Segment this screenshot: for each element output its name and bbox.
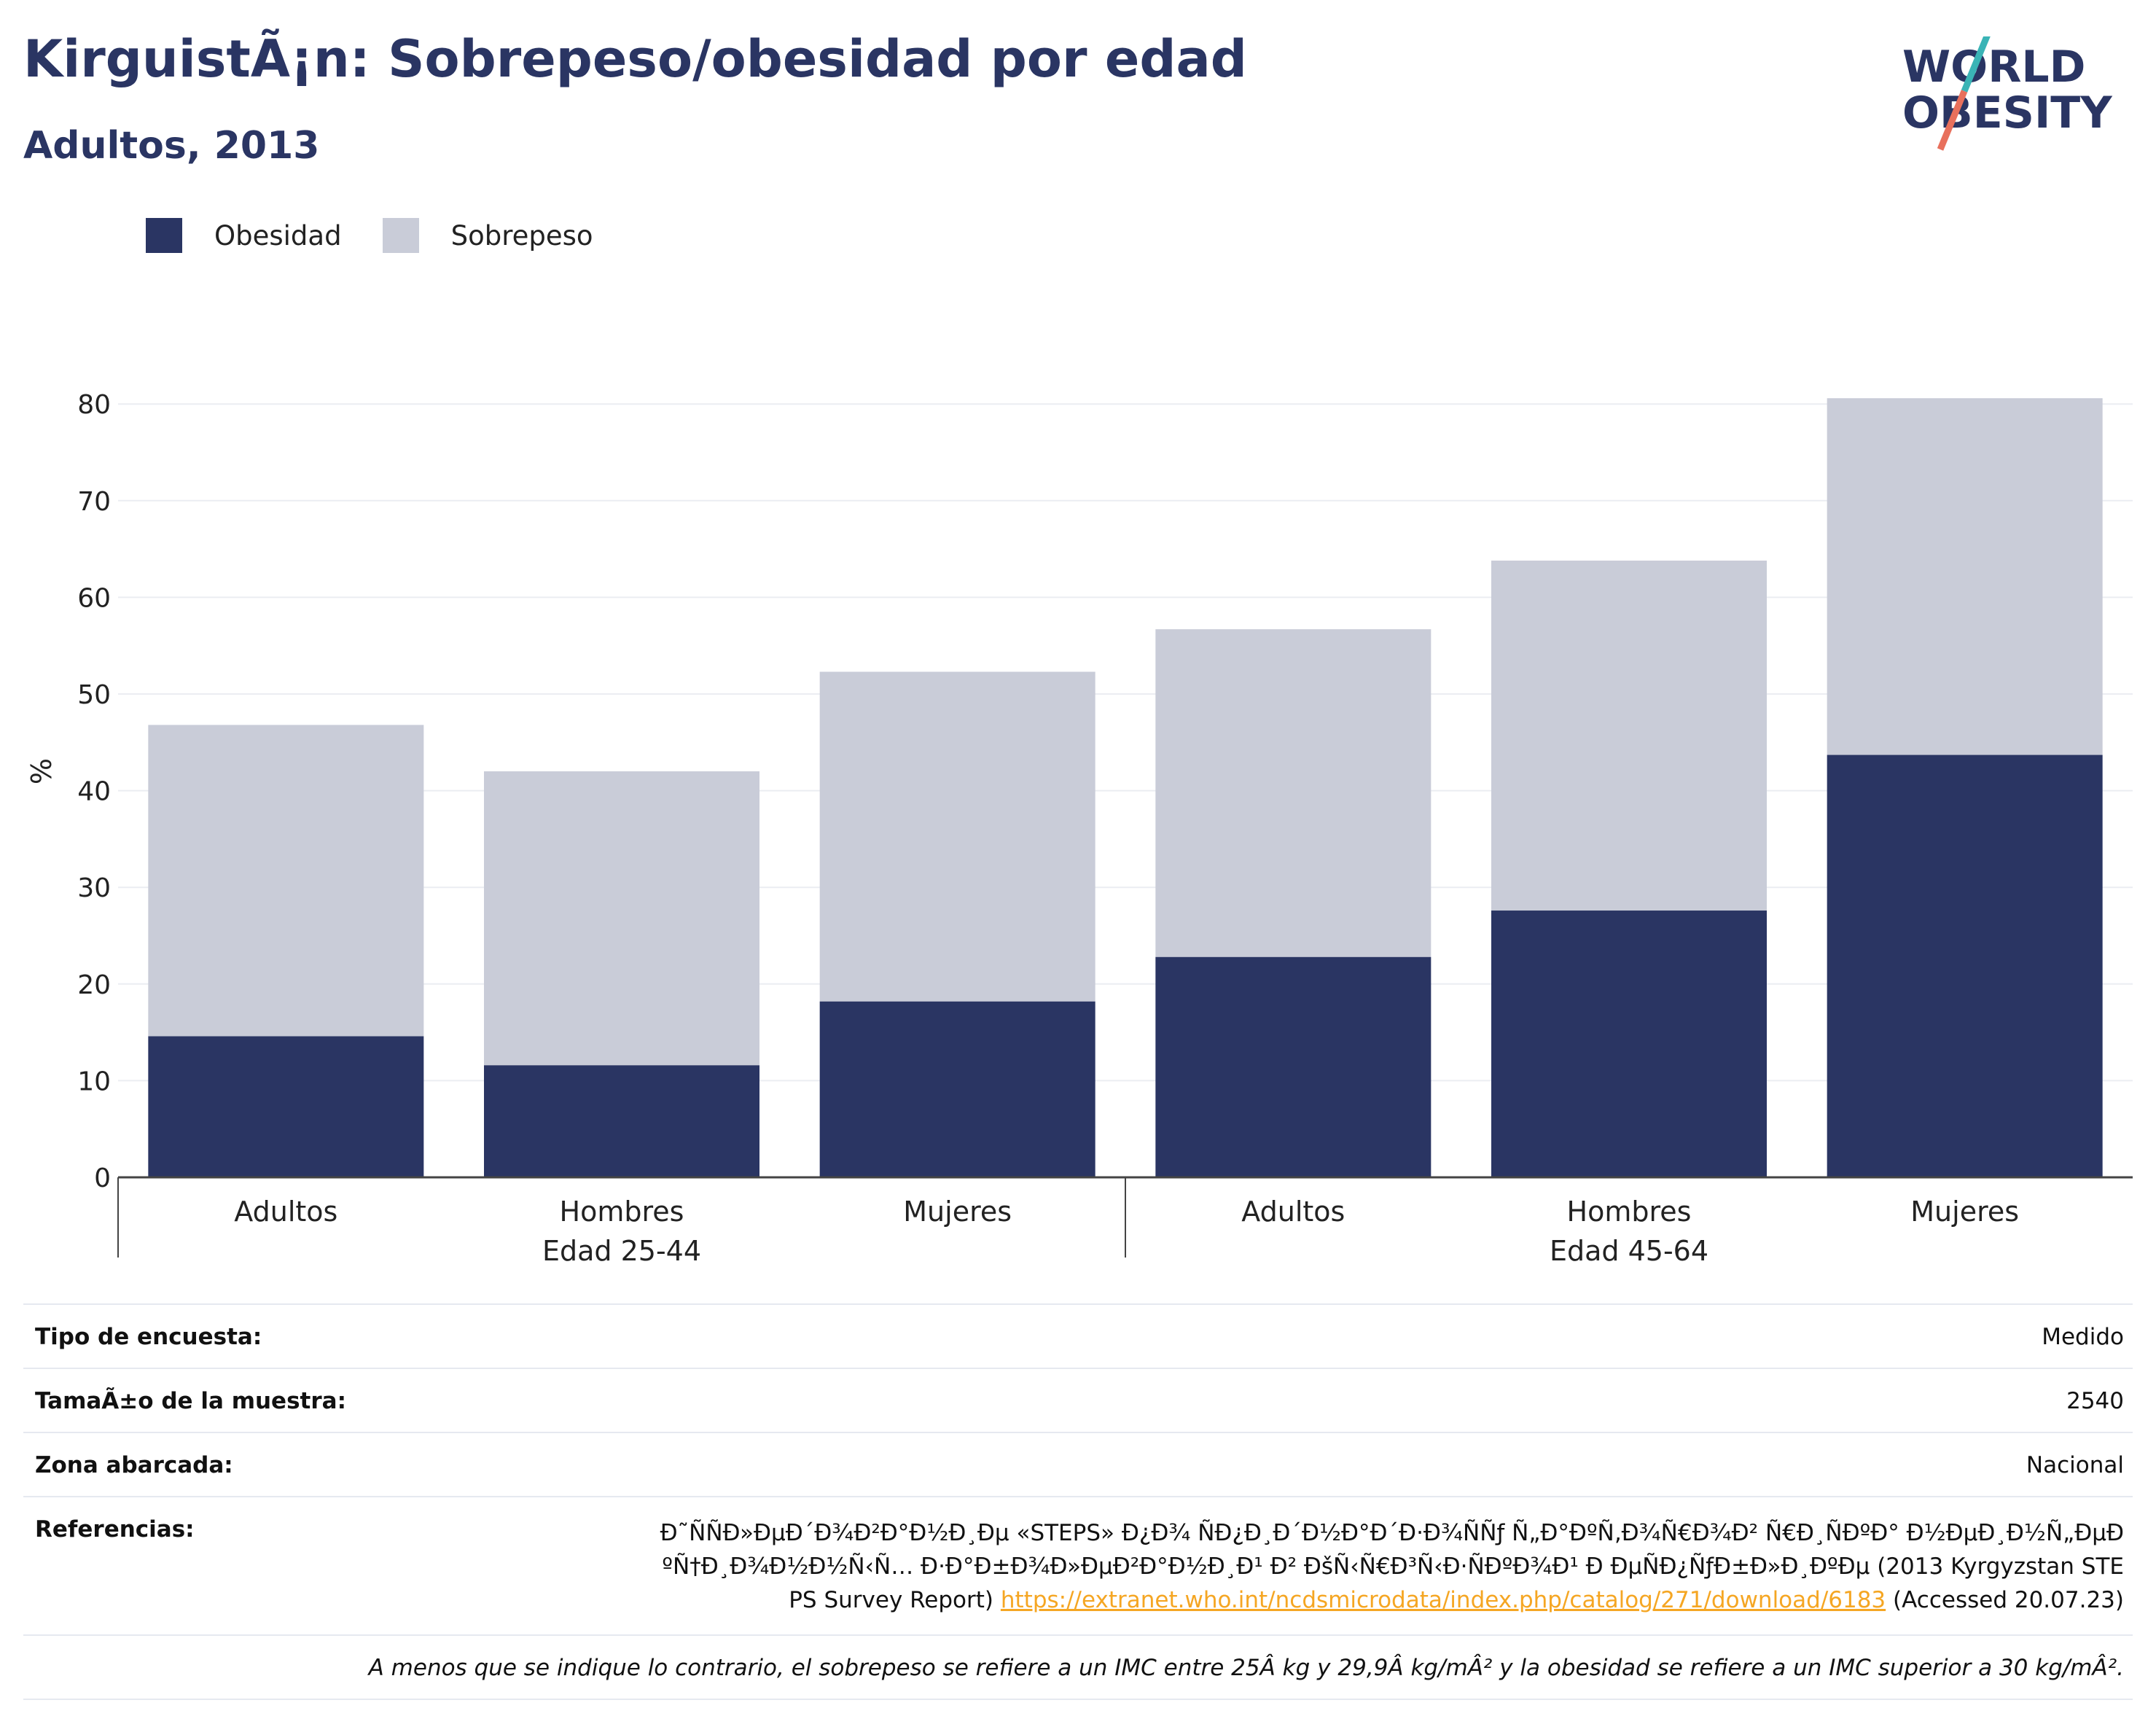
bar-obesity xyxy=(819,1001,1095,1177)
sample-size-label: TamaÃ±o de la muestra: xyxy=(35,1388,346,1414)
references-accessed: (Accessed 20.07.23) xyxy=(1893,1587,2124,1613)
coverage-label: Zona abarcada: xyxy=(35,1452,233,1478)
sample-size-value: 2540 xyxy=(2066,1388,2124,1414)
y-tick-label: 70 xyxy=(77,487,111,517)
bar-overweight xyxy=(1827,398,2103,755)
y-axis-label: % xyxy=(26,758,58,784)
bar-overweight xyxy=(1491,561,1767,911)
bar-obesity xyxy=(1491,911,1767,1177)
x-category-label: Hombres xyxy=(560,1196,684,1228)
legend-label-overweight: Sobrepeso xyxy=(450,219,593,252)
x-category-label: Hombres xyxy=(1567,1196,1692,1228)
y-tick-label: 0 xyxy=(94,1163,111,1193)
references-label: Referencias: xyxy=(35,1516,195,1543)
coverage-value: Nacional xyxy=(2026,1452,2124,1478)
footnote-text: A menos que se indique lo contrario, el … xyxy=(368,1655,2124,1681)
bar-obesity xyxy=(148,1036,424,1177)
chart-title: KirguistÃ¡n: Sobrepeso/obesidad por edad xyxy=(23,29,1247,89)
references-text: Ð˜ÑÑÐ»ÐµÐ´Ð¾Ð²Ð°Ð½Ð¸Ðµ «STEPS» Ð¿Ð¾ ÑÐ¿Ð… xyxy=(660,1520,2124,1613)
info-row-references: Referencias: Ð˜ÑÑÐ»ÐµÐ´Ð¾Ð²Ð°Ð½Ð¸Ðµ «STE… xyxy=(23,1496,2133,1634)
legend-item-obesity: Obesidad xyxy=(146,218,342,253)
info-row-footnote: A menos que se indique lo contrario, el … xyxy=(23,1634,2133,1700)
info-row-survey-type: Tipo de encuesta: Medido xyxy=(23,1303,2133,1368)
legend-swatch-overweight xyxy=(382,218,419,253)
survey-info-table: Tipo de encuesta: Medido TamaÃ±o de la m… xyxy=(23,1303,2133,1700)
chart-legend: Obesidad Sobrepeso xyxy=(146,216,634,255)
bar-overweight xyxy=(1155,629,1432,957)
bar-obesity xyxy=(1827,755,2103,1177)
info-row-coverage: Zona abarcada: Nacional xyxy=(23,1432,2133,1496)
legend-item-overweight: Sobrepeso xyxy=(382,218,593,253)
y-tick-label: 10 xyxy=(77,1067,111,1096)
x-group-label: Edad 45-64 xyxy=(1550,1235,1708,1267)
bar-chart: 0 10 20 30 40 50 60 70 80% Adultos Hombres Mujeres A… xyxy=(26,390,2133,1267)
x-category-label: Mujeres xyxy=(903,1196,1012,1228)
references-link[interactable]: https://extranet.who.int/ncdsmicrodata/i… xyxy=(1000,1587,1886,1613)
logo-line2: OBESITY xyxy=(1902,87,2113,139)
world-obesity-logo: WORLD OBESITY xyxy=(1902,36,2113,151)
x-group-label: Edad 25-44 xyxy=(542,1235,701,1267)
y-tick-label: 50 xyxy=(77,680,111,710)
y-tick-label: 60 xyxy=(77,583,111,613)
y-tick-label: 30 xyxy=(77,873,111,903)
x-category-label: Mujeres xyxy=(1910,1196,2019,1228)
bar-overweight xyxy=(819,671,1095,1002)
bar-obesity xyxy=(484,1065,759,1177)
y-tick-label: 80 xyxy=(77,390,111,420)
info-row-sample-size: TamaÃ±o de la muestra: 2540 xyxy=(23,1368,2133,1432)
logo-slash-coral xyxy=(1937,90,1968,151)
bar-overweight xyxy=(148,725,424,1037)
x-category-label: Adultos xyxy=(1241,1196,1345,1228)
survey-type-label: Tipo de encuesta: xyxy=(35,1324,262,1350)
legend-swatch-obesity xyxy=(146,218,182,253)
logo-slash-teal xyxy=(1961,36,1991,93)
bar-obesity xyxy=(1155,956,1432,1177)
logo-line1: WORLD xyxy=(1902,42,2085,93)
references-value: Ð˜ÑÑÐ»ÐµÐ´Ð¾Ð²Ð°Ð½Ð¸Ðµ «STEPS» Ð¿Ð¾ ÑÐ¿Ð… xyxy=(652,1516,2124,1617)
y-tick-label: 40 xyxy=(77,777,111,807)
y-tick-label: 20 xyxy=(77,970,111,1000)
survey-type-value: Medido xyxy=(2042,1324,2124,1350)
bar-overweight xyxy=(484,771,759,1066)
legend-label-obesity: Obesidad xyxy=(214,219,342,252)
x-category-label: Adultos xyxy=(234,1196,337,1228)
chart-subtitle: Adultos, 2013 xyxy=(23,124,320,168)
